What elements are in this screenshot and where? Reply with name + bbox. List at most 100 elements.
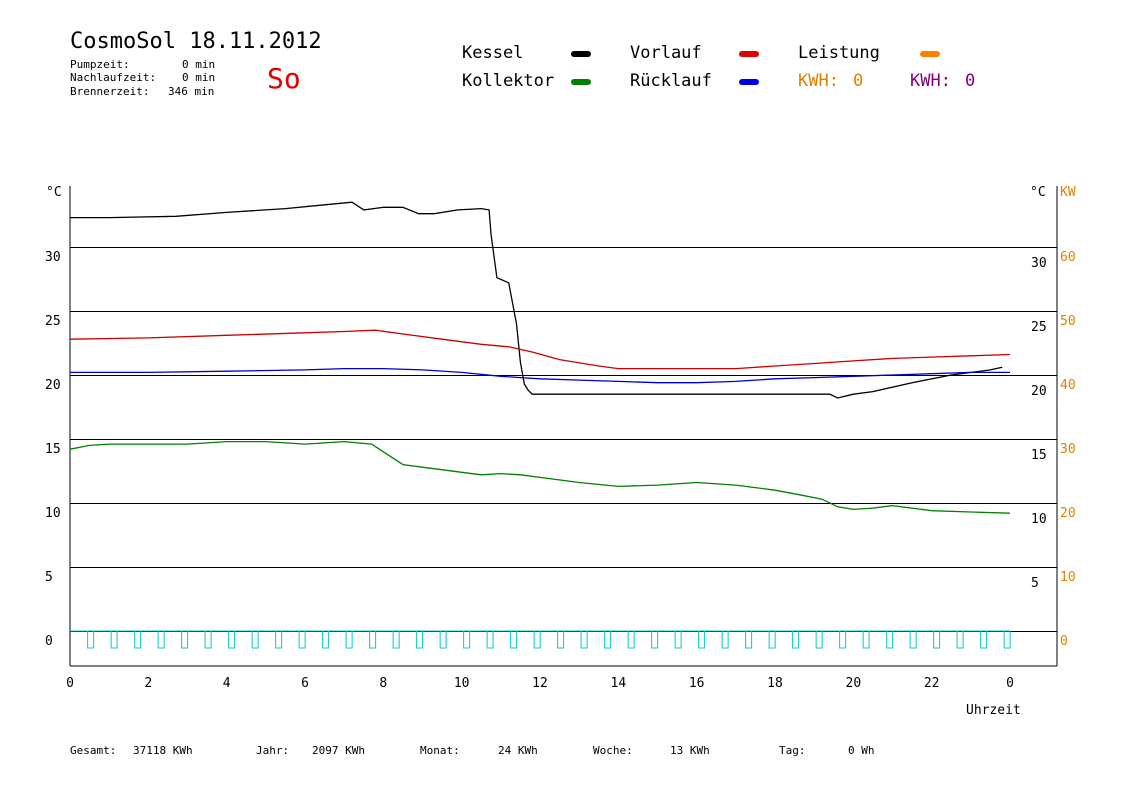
burner-time-label: Brennerzeit:	[70, 85, 150, 98]
x-tick-label: 18	[767, 676, 783, 691]
x-tick-label: 6	[301, 676, 309, 691]
pump-pulse	[815, 630, 823, 649]
pump-pulse	[298, 630, 306, 649]
pump-pulse	[345, 630, 353, 649]
y-tick-right-label: 20	[1031, 384, 1047, 399]
kwh-value-purple: 0	[965, 71, 976, 91]
kw-tick-label: 0	[1060, 634, 1068, 649]
x-tick-label: 4	[223, 676, 231, 691]
series-line-kollektor	[69, 440, 1011, 514]
series-line-vorlauf	[69, 329, 1011, 370]
after-run-label: Nachlaufzeit:	[70, 71, 157, 84]
pump-pulse	[439, 630, 447, 649]
kw-tick-label: 60	[1060, 250, 1076, 265]
kwh-value-orange: 0	[853, 71, 864, 91]
pump-time-label: Pumpzeit:	[70, 58, 130, 71]
pump-pulse	[157, 630, 165, 649]
pump-pulse	[1003, 630, 1011, 649]
pump-pulse	[909, 630, 917, 649]
pump-pulse	[839, 630, 847, 649]
left-axis-unit: °C	[46, 185, 62, 200]
x-axis-label: Uhrzeit	[966, 703, 1021, 718]
week-value: 13 KWh	[670, 744, 710, 757]
chart-series	[69, 201, 1011, 514]
pump-pulse	[651, 630, 659, 649]
pump-pulse	[933, 630, 941, 649]
pump-pulse	[956, 630, 964, 649]
y-tick-left-label: 5	[45, 570, 53, 585]
pump-time-value: 0 min	[182, 58, 216, 71]
pump-pulse	[627, 630, 635, 649]
pump-pulse	[392, 630, 400, 649]
total-label: Gesamt:	[70, 744, 117, 757]
pump-pulse	[251, 630, 259, 649]
x-tick-label: 16	[689, 676, 705, 691]
pump-pulse	[134, 630, 142, 649]
pump-pulse	[228, 630, 236, 649]
page-title: CosmoSol 18.11.2012	[70, 29, 322, 54]
legend-vorlauf-label: Vorlauf	[630, 43, 702, 63]
pump-pulse	[87, 630, 95, 649]
x-tick-label: 10	[454, 676, 470, 691]
chart-grid	[69, 186, 1058, 667]
burner-time-value: 346 min	[168, 85, 215, 98]
month-label: Monat:	[420, 744, 460, 757]
weekday-label: So	[267, 62, 301, 95]
legend-leistung-swatch	[920, 51, 940, 57]
pump-pulse	[510, 630, 518, 649]
series-line-kessel	[70, 201, 1003, 399]
month-value: 24 KWh	[498, 744, 538, 757]
week-label: Woche:	[593, 744, 633, 757]
pump-pulse	[674, 630, 682, 649]
pump-pulse	[369, 630, 377, 649]
after-run-value: 0 min	[182, 71, 216, 84]
y-tick-left-label: 10	[45, 506, 61, 521]
year-label: Jahr:	[256, 744, 290, 757]
pump-pulse	[980, 630, 988, 649]
x-tick-label: 2	[144, 676, 152, 691]
pump-pulse	[862, 630, 870, 649]
pump-pulse	[110, 630, 118, 649]
x-tick-label: 12	[532, 676, 548, 691]
x-tick-label: 0	[1006, 676, 1014, 691]
pump-pulse	[533, 630, 541, 649]
pump-pulse	[181, 630, 189, 649]
pump-pulses	[70, 630, 1011, 649]
y-tick-right-label: 30	[1031, 256, 1047, 271]
legend-leistung-label: Leistung	[798, 43, 880, 63]
y-tick-right-label: 25	[1031, 320, 1047, 335]
y-tick-right-label: 15	[1031, 448, 1047, 463]
year-value: 2097 KWh	[312, 744, 365, 757]
pump-pulse	[204, 630, 212, 649]
y-tick-right-label: 10	[1031, 512, 1047, 527]
pump-pulse	[557, 630, 565, 649]
series-line-rcklauf	[70, 367, 1010, 384]
pump-pulse	[463, 630, 471, 649]
x-tick-label: 14	[611, 676, 627, 691]
day-value: 0 Wh	[848, 744, 875, 757]
legend-kessel-label: Kessel	[462, 43, 524, 63]
x-tick-label: 22	[924, 676, 940, 691]
x-tick-label: 8	[379, 676, 387, 691]
y-tick-left-label: 15	[45, 442, 61, 457]
kw-tick-label: 10	[1060, 570, 1076, 585]
kw-tick-label: 50	[1060, 314, 1076, 329]
y-tick-right-label: 5	[1031, 576, 1039, 591]
day-label: Tag:	[779, 744, 806, 757]
pump-pulse	[886, 630, 894, 649]
pump-pulse	[768, 630, 776, 649]
y-tick-left-label: 30	[45, 250, 61, 265]
pump-pulse	[792, 630, 800, 649]
x-tick-label: 0	[66, 676, 74, 691]
legend-ruecklauf-label: Rücklauf	[630, 71, 712, 91]
pump-pulse	[416, 630, 424, 649]
legend-ruecklauf-swatch	[739, 79, 759, 85]
pump-pulse	[322, 630, 330, 649]
pump-pulse	[698, 630, 706, 649]
y-tick-left-label: 25	[45, 314, 61, 329]
kw-tick-label: 20	[1060, 506, 1076, 521]
kw-axis-unit: KW	[1060, 185, 1076, 200]
legend-kollektor-swatch	[571, 79, 591, 85]
pump-pulse	[745, 630, 753, 649]
